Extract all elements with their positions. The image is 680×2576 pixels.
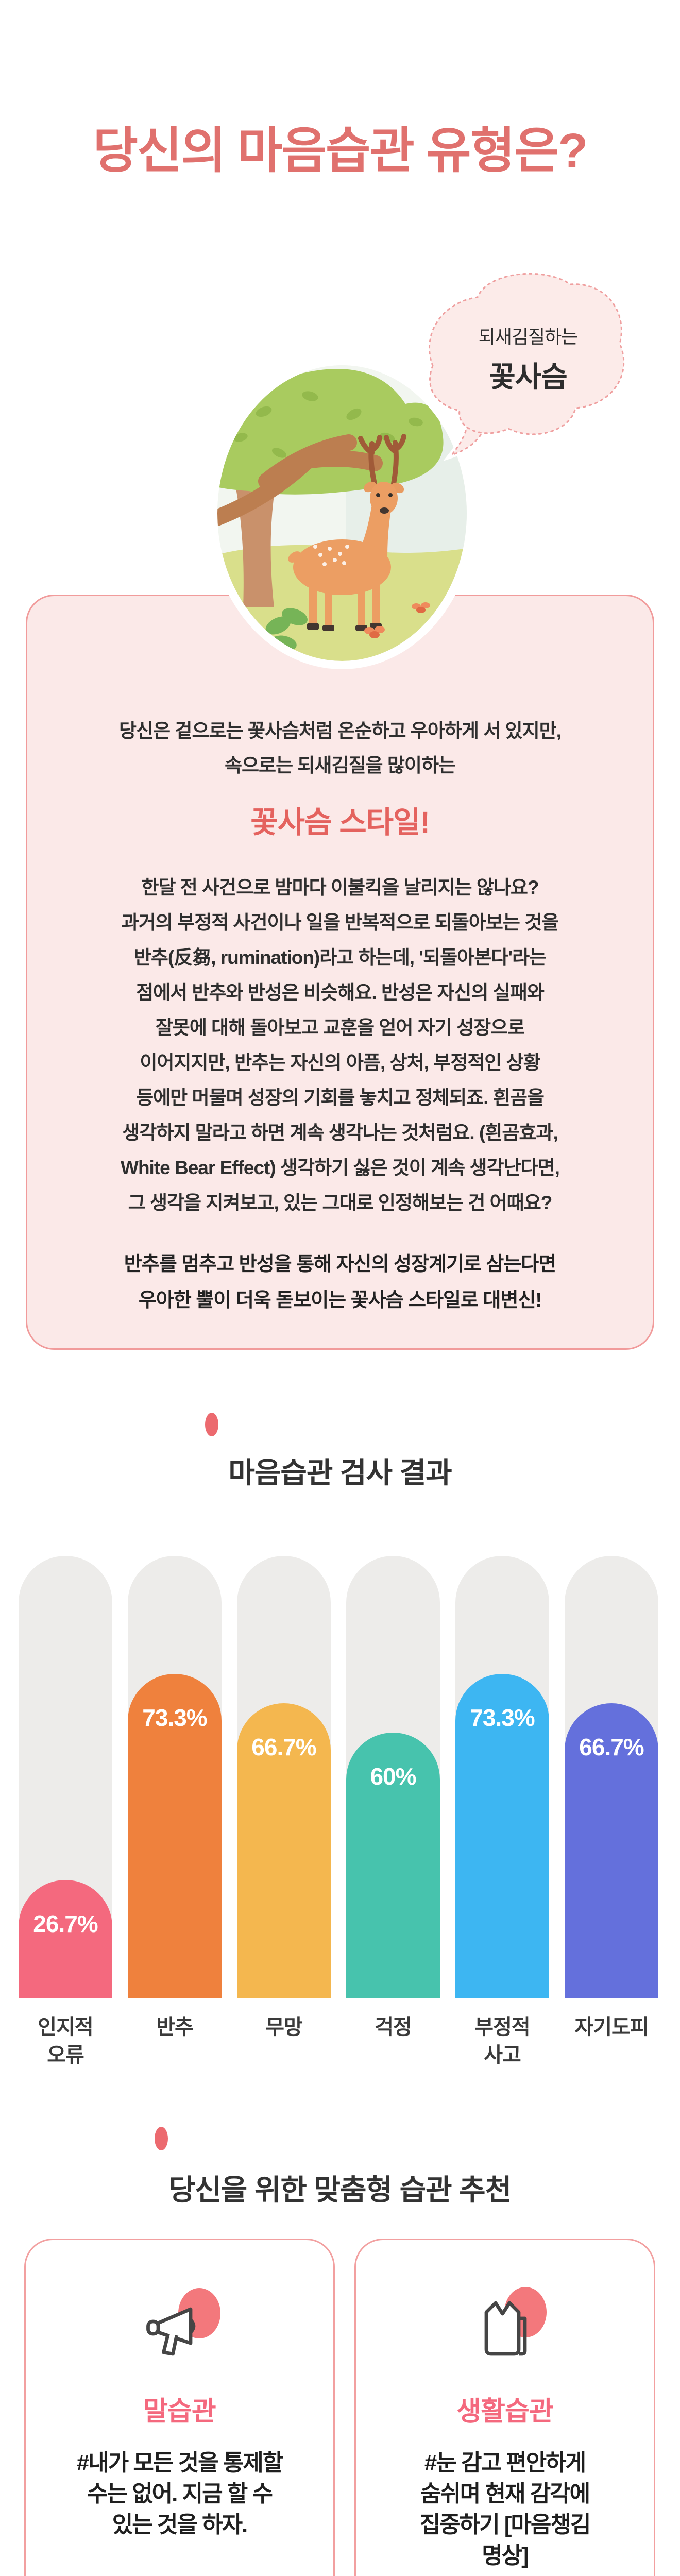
body-line: 반추(反芻, rumination)라고 하는데, '되돌아본다'라는 (133, 947, 547, 968)
flowers-icon (364, 602, 430, 638)
bar-rumination: 73.3% (128, 1674, 222, 1998)
category-label: 자기도피 (574, 2016, 649, 2039)
habit-card-title: 생활습관 (456, 2397, 553, 2427)
body-line: 과거의 부정적 사건이나 일을 반복적으로 되돌아보는 것을 (121, 912, 559, 933)
bar-cognitive-error: 26.7% (19, 1879, 112, 1998)
chart-category-labels: 인지적 오류 반추 무망 걱정 부정적 사고 자기도피 (19, 2013, 661, 2080)
category-label: 부정적 사고 (474, 2016, 530, 2066)
bar-track: 66.7% (237, 1556, 331, 1998)
recommend-section-title: 당신을 위한 맞춤형 습관 추천 (168, 2174, 512, 2207)
deer-icon (288, 434, 406, 631)
bar-negative-thinking: 73.3% (455, 1674, 549, 1998)
intro-line: 당신은 겉으로는 꽃사슴처럼 온순하고 우아하게 서 있지만, (119, 720, 562, 741)
outro-line: 우아한 뿔이 더욱 돋보이는 꽃사슴 스타일로 대변신! (138, 1290, 542, 1311)
clothes-icon (484, 2301, 527, 2356)
body-line: 한달 전 사건으로 밤마다 이불킥을 날리지는 않나요? (141, 877, 539, 898)
bar-worry: 60% (346, 1733, 440, 1998)
tag-line: 명상] (482, 2543, 529, 2568)
category-label: 걱정 (375, 2016, 412, 2039)
habit-test-bar-chart: 26.7% 73.3% 66.7% 60% 73.3% 66.7% (19, 1556, 661, 1998)
bubble-subtitle: 되새김질하는 (478, 326, 579, 347)
category-label: 무망 (265, 2016, 303, 2039)
bar-value-label: 66.7% (579, 1733, 644, 1760)
result-description-card: 당신은 겉으로는 꽃사슴처럼 온순하고 우아하게 서 있지만, 속으로는 되새김… (26, 595, 654, 1350)
body-line: 생각하지 말라고 하면 계속 생각나는 것처럼요. (흰곰효과, (122, 1122, 558, 1143)
body-line: 이어지지만, 반추는 자신의 아픔, 상처, 부정적인 상황 (140, 1052, 540, 1073)
bar-value-label: 26.7% (33, 1910, 98, 1937)
title-accent-dot (205, 1413, 218, 1436)
style-name-highlight: 꽃사슴 스타일! (250, 806, 430, 839)
bar-hopelessness: 66.7% (237, 1703, 331, 1998)
habit-card-tags: #내가 모든 것을 통제할 수는 없어. 지금 할 수 있는 것을 하자. (26, 2448, 333, 2540)
habit-card-title: 말습관 (143, 2397, 216, 2427)
body-line: 잘못에 대해 돌아보고 교훈을 얻어 자기 성장으로 (155, 1017, 525, 1038)
bar-self-escape: 66.7% (565, 1703, 658, 1998)
habit-card-speech: 말습관 #내가 모든 것을 통제할 수는 없어. 지금 할 수 있는 것을 하자… (24, 2239, 335, 2576)
megaphone-icon (146, 2307, 195, 2356)
speech-bubble: 되새김질하는 꽃사슴 (410, 260, 639, 461)
intro-line: 속으로는 되새김질을 많이하는 (224, 755, 456, 776)
bar-value-label: 73.3% (470, 1704, 535, 1732)
result-outro: 반추를 멈추고 반성을 통해 자신의 성장계기로 삼는다면 우아한 뿔이 더욱 … (27, 1246, 653, 1318)
tag-line: #내가 모든 것을 통제할 (76, 2450, 283, 2476)
bubble-animal-name: 꽃사슴 (489, 361, 568, 393)
habit-card-lifestyle: 생활습관 #눈 감고 편안하게 숨쉬며 현재 감각에 집중하기 [마음챙김 명상… (354, 2239, 655, 2576)
body-line: White Bear Effect) 생각하기 싫은 것이 계속 생각난다면, (121, 1157, 560, 1178)
bar-track: 73.3% (128, 1556, 222, 1998)
outro-line: 반추를 멈추고 반성을 통해 자신의 성장계기로 삼는다면 (124, 1253, 556, 1275)
title-accent-dot (155, 2127, 168, 2150)
result-body: 한달 전 사건으로 밤마다 이불킥을 날리지는 않나요? 과거의 부정적 사건이… (27, 870, 653, 1221)
tag-line: #눈 감고 편안하게 (424, 2450, 586, 2476)
habit-card-tags: #눈 감고 편안하게 숨쉬며 현재 감각에 집중하기 [마음챙김 명상] (356, 2448, 654, 2571)
bar-track: 66.7% (565, 1556, 658, 1998)
tag-line: 숨쉬며 현재 감각에 (420, 2481, 590, 2506)
bar-track: 60% (346, 1556, 440, 1998)
tag-line: 있는 것을 하자. (112, 2512, 248, 2537)
bar-value-label: 60% (370, 1763, 416, 1790)
category-label: 반추 (156, 2016, 194, 2039)
bar-track: 26.7% (19, 1556, 112, 1998)
body-line: 그 생각을 지켜보고, 있는 그대로 인정해보는 건 어때요? (128, 1192, 553, 1213)
bar-track: 73.3% (455, 1556, 549, 1998)
category-label: 인지적 오류 (38, 2016, 93, 2066)
tag-line: 집중하기 [마음챙김 (419, 2512, 591, 2537)
bar-value-label: 66.7% (251, 1733, 316, 1760)
page-title: 당신의 마음습관 유형은? (93, 123, 588, 178)
body-line: 등에만 머물며 성장의 기회를 놓치고 정체되죠. 흰곰을 (136, 1087, 545, 1108)
chart-section-title: 마음습관 검사 결과 (228, 1456, 452, 1489)
tag-line: 수는 없어. 지금 할 수 (87, 2481, 273, 2506)
body-line: 점에서 반추와 반성은 비슷해요. 반성은 자신의 실패와 (136, 982, 545, 1003)
bar-value-label: 73.3% (142, 1704, 207, 1732)
speech-bubble-icon (426, 270, 627, 461)
